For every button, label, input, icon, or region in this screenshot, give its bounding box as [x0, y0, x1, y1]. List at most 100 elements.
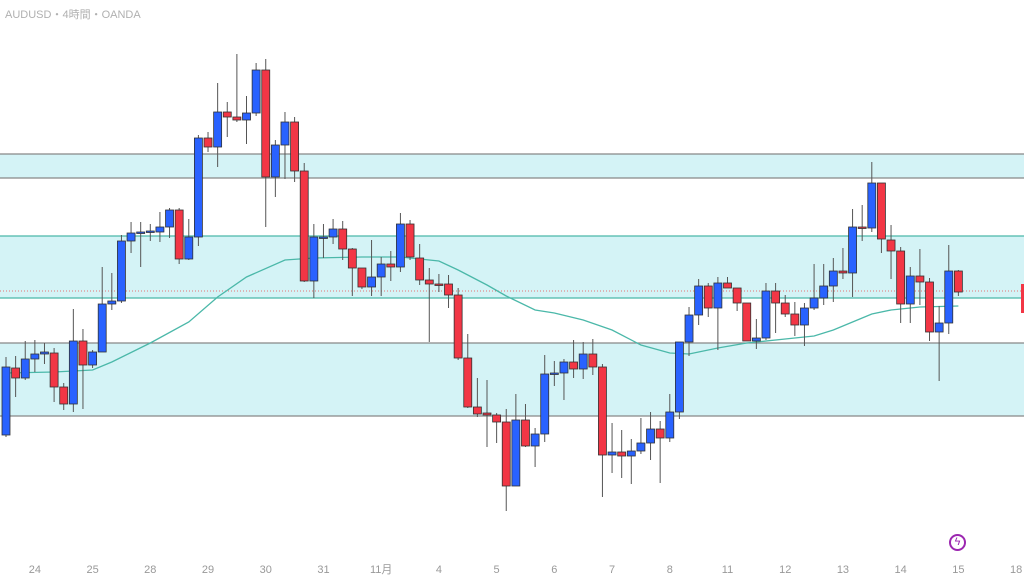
candle: [838, 248, 848, 279]
candle-body: [877, 182, 886, 240]
candle: [684, 307, 694, 356]
candle-body: [626, 450, 636, 457]
candle-body: [472, 406, 482, 415]
candle: [78, 329, 88, 409]
candle-body: [193, 137, 203, 238]
candle-body: [675, 341, 684, 413]
candle: [598, 364, 607, 497]
candle: [299, 163, 309, 282]
candle-body: [184, 236, 194, 260]
candle: [646, 412, 655, 460]
candle-body: [30, 353, 40, 360]
candle-body: [338, 228, 348, 250]
candle: [511, 394, 521, 487]
candle: [11, 356, 21, 397]
candle: [338, 221, 348, 260]
zones-layer: [0, 153, 1024, 417]
candle-body: [953, 270, 963, 293]
candle: [88, 350, 97, 368]
x-tick-label: 11: [722, 564, 733, 576]
price-line-layer: [0, 284, 1024, 313]
candle-body: [828, 270, 838, 287]
candle-body: [665, 411, 675, 439]
candle-body: [482, 412, 492, 416]
candle-body: [569, 361, 578, 370]
candle-body: [800, 307, 809, 326]
candle: [203, 132, 213, 152]
candle-body: [251, 69, 261, 114]
candle-body: [646, 428, 655, 444]
candle-body: [713, 282, 723, 309]
candle-body: [549, 372, 559, 375]
candle-body: [78, 340, 88, 366]
candle: [242, 96, 251, 144]
candle-body: [270, 144, 280, 178]
candle-body: [242, 112, 251, 121]
candle: [492, 413, 502, 443]
candle-body: [165, 209, 174, 228]
x-tick-label: 14: [895, 564, 907, 576]
candle-body: [145, 230, 155, 233]
x-tick-label: 25: [86, 564, 98, 576]
candle-body: [732, 287, 742, 304]
candle-body: [68, 340, 78, 405]
x-tick-label: 18: [1010, 564, 1022, 576]
zone-band: [0, 343, 1024, 416]
candle: [607, 423, 617, 473]
x-tick-label: 11月: [370, 564, 392, 576]
candle-body: [559, 361, 569, 374]
candle-body: [636, 442, 646, 452]
x-tick-label: 6: [551, 564, 557, 576]
candle: [732, 287, 742, 311]
candle: [828, 258, 838, 302]
candle-body: [434, 283, 444, 286]
candle: [30, 340, 40, 372]
candle-body: [501, 421, 511, 487]
candle-body: [751, 337, 761, 342]
candle: [319, 224, 328, 258]
candle: [193, 135, 203, 246]
candle: [59, 383, 69, 410]
candle-body: [376, 263, 386, 278]
candle-body: [290, 121, 300, 172]
candle-body: [540, 373, 550, 435]
candle-body: [934, 322, 944, 333]
candle: [944, 245, 954, 334]
candle: [213, 83, 223, 167]
candle-body: [723, 282, 732, 289]
candle-body: [598, 366, 607, 456]
lightning-icon[interactable]: ϟ: [949, 534, 966, 551]
candle-body: [117, 240, 126, 302]
candle: [694, 279, 704, 325]
x-tick-label: 7: [609, 564, 615, 576]
candle-body: [396, 223, 405, 268]
candle: [626, 439, 636, 484]
candle: [174, 208, 184, 264]
candle: [742, 302, 752, 342]
candle-body: [367, 276, 376, 288]
candle: [703, 283, 713, 317]
candle-body: [588, 353, 598, 368]
candle-body: [405, 223, 415, 258]
candle: [578, 342, 588, 379]
candle: [261, 59, 271, 227]
candle: [761, 283, 771, 340]
x-tick-label: 4: [436, 564, 442, 576]
candle: [280, 112, 290, 179]
candle: [367, 240, 376, 296]
candle: [126, 222, 136, 253]
candle-body: [261, 69, 271, 178]
candle: [68, 309, 78, 412]
candle: [655, 421, 665, 483]
moving-average-layer: [5, 256, 959, 374]
candle: [771, 283, 780, 333]
candle-body: [309, 236, 319, 282]
candle-body: [357, 267, 367, 288]
candle-body: [848, 226, 857, 274]
candle-body: [386, 263, 396, 268]
x-tick-label: 8: [667, 564, 673, 576]
candle: [472, 378, 482, 417]
candle-body: [126, 232, 136, 242]
candle-body: [347, 248, 357, 269]
